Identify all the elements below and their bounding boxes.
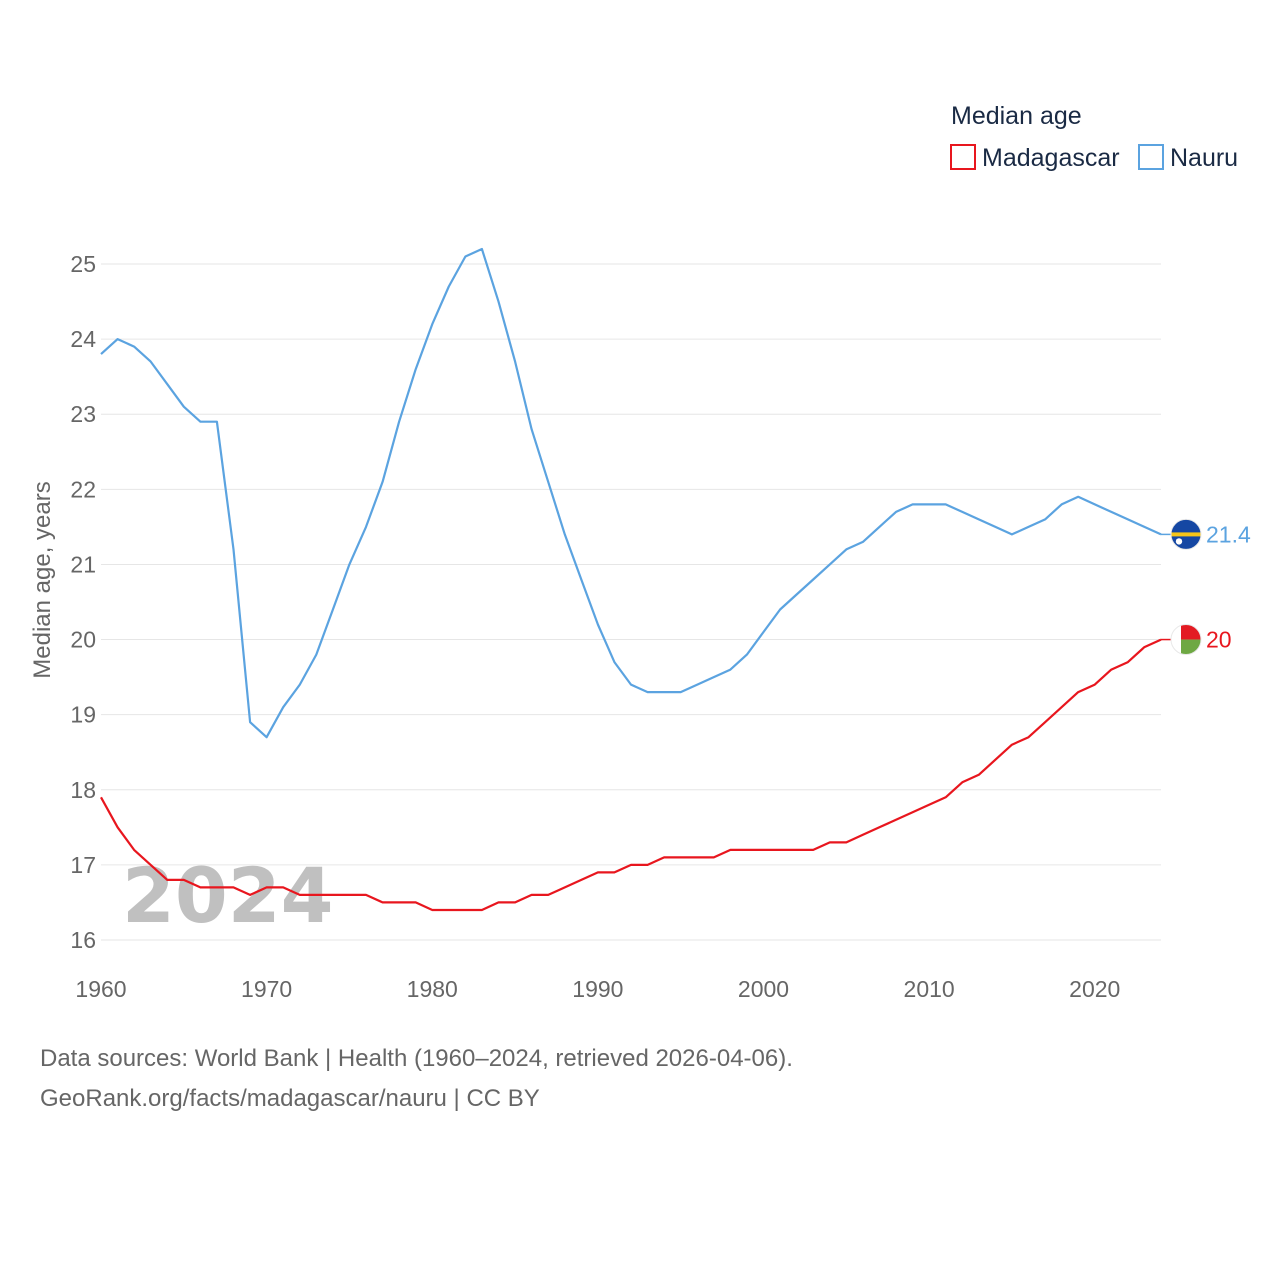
legend-label-nauru: Nauru — [1170, 144, 1238, 172]
x-tick-label-2020: 2020 — [1069, 976, 1120, 1002]
x-tick-label-2000: 2000 — [738, 976, 789, 1002]
series-line-madagascar[interactable] — [100, 638, 1162, 912]
legend-title: Median age — [951, 102, 1082, 130]
legend-item-madagascar[interactable]: Madagascar — [950, 144, 1120, 172]
y-axis-title: Median age, years — [29, 481, 56, 678]
series-line-nauru[interactable] — [100, 247, 1162, 739]
x-tick-label-1990: 1990 — [572, 976, 623, 1002]
y-axis-ticks: 16 17 18 19 20 21 22 23 24 25 — [70, 251, 96, 953]
end-value-label-madagascar: 20 — [1206, 627, 1232, 653]
legend-label-madagascar: Madagascar — [982, 144, 1120, 172]
gridlines — [101, 263, 1161, 941]
series-lines — [100, 247, 1162, 912]
x-tick-label-1980: 1980 — [407, 976, 458, 1002]
year-watermark: 2024 — [122, 851, 334, 940]
y-tick-label-25: 25 — [70, 251, 96, 277]
legend-swatch-madagascar — [950, 144, 976, 170]
x-tick-label-1960: 1960 — [75, 976, 126, 1002]
legend-item-nauru[interactable]: Nauru — [1138, 144, 1238, 172]
y-tick-label-20: 20 — [70, 627, 96, 653]
footer-attribution[interactable]: GeoRank.org/facts/madagascar/nauru | CC … — [40, 1085, 540, 1112]
footer-sources: Data sources: World Bank | Health (1960–… — [40, 1045, 793, 1072]
y-tick-label-22: 22 — [70, 476, 96, 502]
x-tick-label-1970: 1970 — [241, 976, 292, 1002]
end-value-label-nauru: 21.4 — [1206, 521, 1251, 547]
x-tick-label-2010: 2010 — [904, 976, 955, 1002]
legend: Median age Madagascar Nauru — [950, 102, 1238, 172]
y-tick-label-17: 17 — [70, 852, 96, 878]
series-endpoints: 20 21.4 — [1161, 518, 1251, 656]
madagascar-flag-icon — [1170, 624, 1202, 656]
y-tick-label-19: 19 — [70, 702, 96, 728]
y-tick-label-21: 21 — [70, 551, 96, 577]
x-axis-ticks: 1960 1970 1980 1990 2000 2010 2020 — [75, 976, 1120, 1002]
y-tick-label-24: 24 — [70, 326, 96, 352]
y-tick-label-23: 23 — [70, 401, 96, 427]
nauru-flag-icon — [1170, 518, 1202, 550]
legend-swatch-nauru — [1138, 144, 1164, 170]
y-tick-label-18: 18 — [70, 777, 96, 803]
y-tick-label-16: 16 — [70, 927, 96, 953]
